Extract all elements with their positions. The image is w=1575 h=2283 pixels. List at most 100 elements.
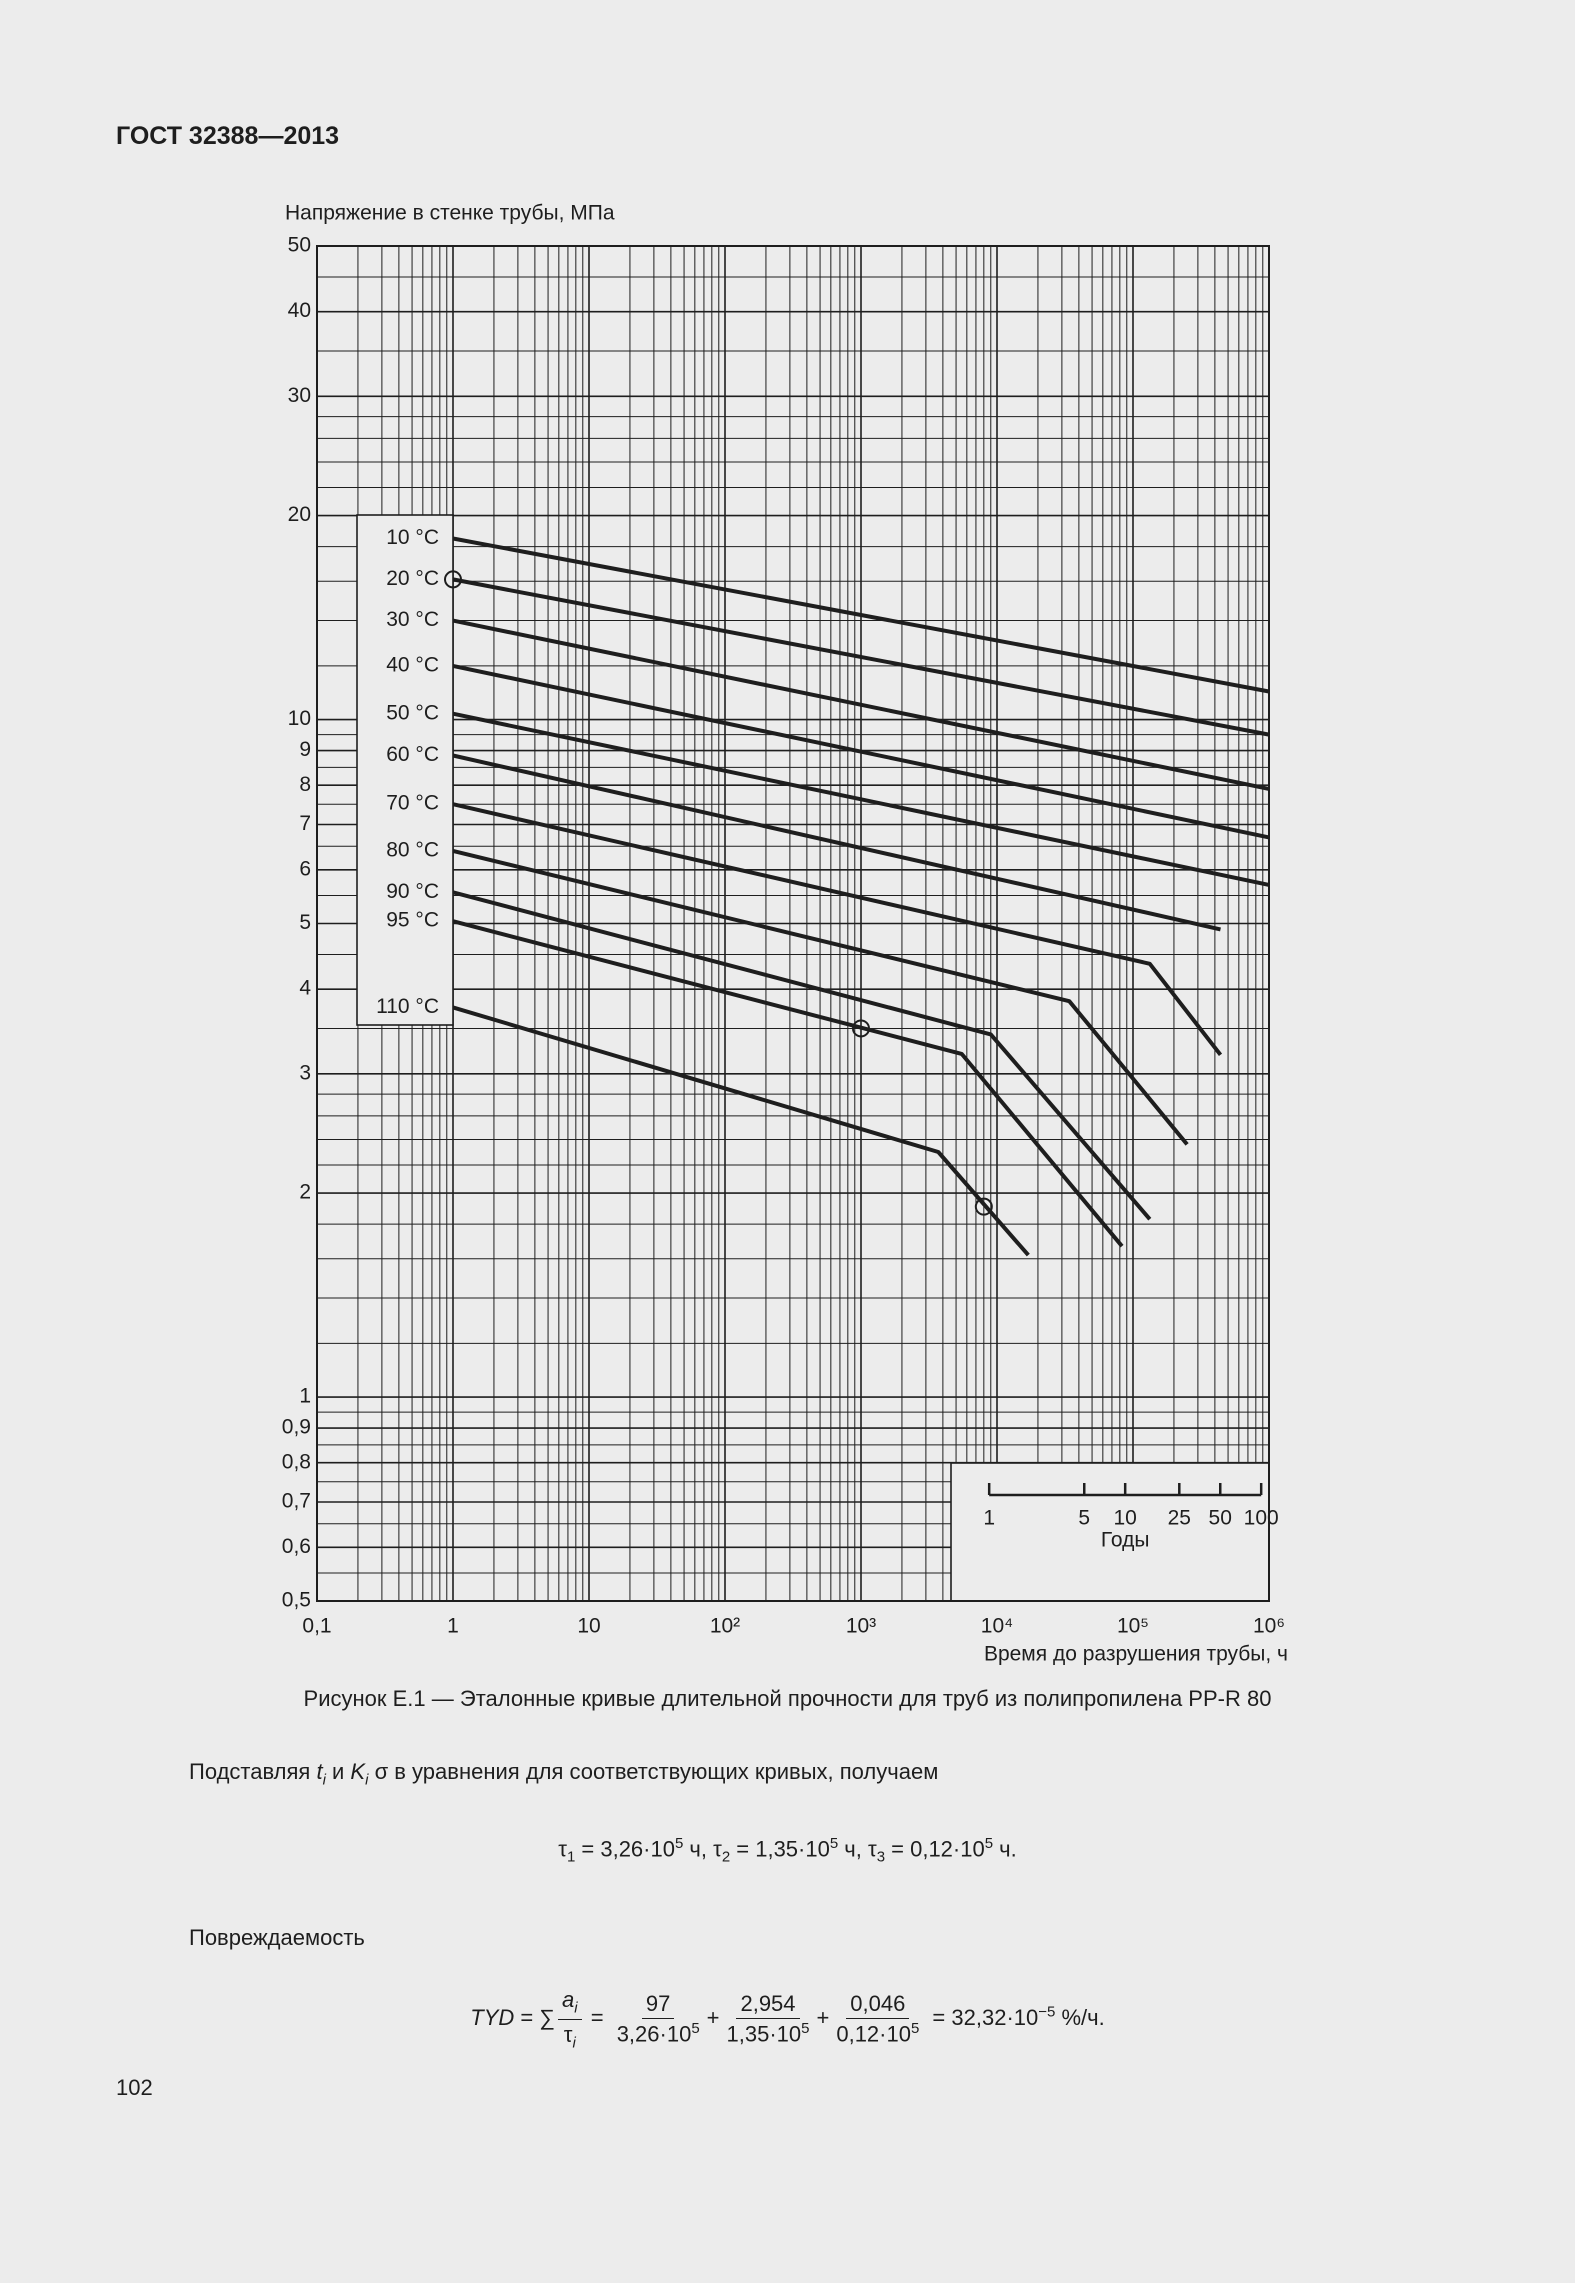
y-tick-label: 5 (299, 911, 311, 934)
curve (452, 536, 1270, 694)
legend-label: 50 °C (386, 701, 439, 724)
text: i (322, 1771, 326, 1789)
legend-label: 60 °C (386, 743, 439, 766)
text: 102 (116, 2075, 153, 2100)
legend-label: 20 °C (386, 567, 439, 590)
text: i (572, 2034, 576, 2052)
text: = (584, 2004, 610, 2030)
text: 0,046 (846, 1989, 910, 2020)
text: Подставляя (189, 1759, 317, 1784)
page-number: 102 (116, 2075, 153, 2101)
fraction: 0,046 0,12·105 (832, 1989, 923, 2050)
text: TYD (470, 2004, 515, 2030)
text: τ (558, 1836, 567, 1862)
text: + (706, 2004, 720, 2030)
fraction: 2,954 1,35·105 (723, 1989, 814, 2050)
text: Повреждаемость (189, 1925, 365, 1950)
y-tick-label: 4 (299, 977, 311, 1000)
y-tick-label: 0,7 (282, 1490, 311, 1513)
text: = 1,35·10 (730, 1836, 830, 1862)
text: = 0,12·10 (885, 1836, 985, 1862)
text: 5 (910, 2020, 920, 2038)
legend-label: 90 °C (386, 880, 439, 903)
curve (452, 618, 1270, 791)
legend-label: 110 °C (376, 995, 439, 1018)
text: τ (563, 2021, 573, 2047)
curve (452, 848, 1189, 1146)
x-axis-label: Время до разрушения трубы, ч (984, 1643, 1288, 1666)
y-tick-label: 0,8 (282, 1450, 311, 1473)
legend-label: 40 °C (386, 653, 439, 676)
text: −5 (1038, 2003, 1056, 2021)
y-tick-label: 9 (299, 738, 311, 761)
text: 3 (876, 1848, 886, 1866)
y-tick-label: 8 (299, 773, 311, 796)
text: ч, τ (683, 1836, 722, 1862)
text: 5 (801, 2020, 810, 2038)
x-tick-label: 10² (710, 1615, 740, 1638)
legend-box (356, 514, 454, 1026)
text: 97 (641, 1989, 675, 2020)
y-tick-label: 2 (299, 1181, 311, 1204)
legend-label: 95 °C (386, 909, 439, 932)
text: 3,26·10 (616, 2021, 692, 2047)
header-title: ГОСТ 32388—2013 (116, 122, 340, 150)
text: = 3,26·10 (575, 1836, 675, 1862)
x-tick-label: 10⁵ (1117, 1615, 1149, 1638)
years-axis-label: Годы (1101, 1529, 1150, 1552)
y-axis-label: Напряжение в стенке трубы, МПа (285, 202, 615, 225)
curve (452, 577, 1270, 737)
years-tick-label: 50 (1209, 1507, 1232, 1530)
legend-label: 10 °C (386, 526, 439, 549)
text: 1 (566, 1848, 576, 1866)
text: и (325, 1759, 351, 1784)
curve (452, 753, 1221, 932)
x-tick-label: 10⁴ (981, 1615, 1013, 1638)
y-tick-label: 40 (288, 299, 311, 322)
figure-caption: Рисунок Е.1 — Эталонные кривые длительно… (0, 1686, 1575, 1712)
text: a (562, 1987, 575, 2012)
y-tick-label: 6 (299, 857, 311, 880)
curve (452, 711, 1270, 887)
x-tick-label: 10⁶ (1253, 1615, 1285, 1638)
marker (444, 570, 462, 589)
text: i (574, 1999, 578, 2017)
curve (452, 802, 1223, 1057)
y-tick-label: 0,9 (282, 1416, 311, 1439)
y-tick-label: 30 (288, 384, 311, 407)
marker (974, 1197, 993, 1216)
y-tick-label: 50 (288, 234, 311, 257)
legend-label: 80 °C (386, 838, 439, 861)
text: K (350, 1759, 366, 1784)
x-tick-label: 10³ (846, 1615, 876, 1638)
curve (452, 1005, 1030, 1257)
text: i (365, 1771, 369, 1789)
chart: 0,1 1 10 10² 10³ 10⁴ 10⁵ 10⁶ 0,5 0,6 0,7 0,8 0,9 1 2 3 4… (282, 202, 1288, 1666)
y-tick-label: 20 (288, 503, 311, 526)
text: 2 (721, 1848, 731, 1866)
x-tick-label: 1 (447, 1615, 459, 1638)
text: ч, τ (838, 1836, 877, 1862)
y-tick-label: 0,6 (282, 1535, 311, 1558)
fraction: 97 3,26·105 (613, 1989, 704, 2050)
text: t (316, 1759, 323, 1784)
paragraph: Подставляя ti и Ki σ в уравнения для соо… (189, 1759, 938, 1788)
caption-text: Рисунок Е.1 — Эталонные кривые длительно… (303, 1686, 1272, 1711)
x-tick-label: 10 (577, 1615, 600, 1638)
y-tick-label: 10 (288, 707, 311, 730)
text: 5 (984, 1835, 994, 1852)
years-tick-label: 25 (1168, 1507, 1191, 1530)
text: 5 (691, 2020, 700, 2038)
text: = ∑ (514, 2004, 556, 2030)
text: 1,35·10 (726, 2021, 802, 2047)
legend-label: 70 °C (386, 792, 439, 815)
y-tick-label: 1 (299, 1385, 311, 1408)
formula: TYD = ∑ ai τi = 97 3,26·105 +2,954 1,35·105 +0… (0, 1985, 1575, 2053)
paragraph: Повреждаемость (189, 1925, 365, 1951)
legend-label: 30 °C (386, 608, 439, 631)
equation: τ1 = 3,26·105 ч, τ2 = 1,35·105 ч, τ3 = 0… (0, 1835, 1575, 1866)
text: 2,954 (736, 1989, 800, 2020)
text: 5 (674, 1835, 684, 1852)
y-tick-label: 3 (299, 1061, 311, 1084)
